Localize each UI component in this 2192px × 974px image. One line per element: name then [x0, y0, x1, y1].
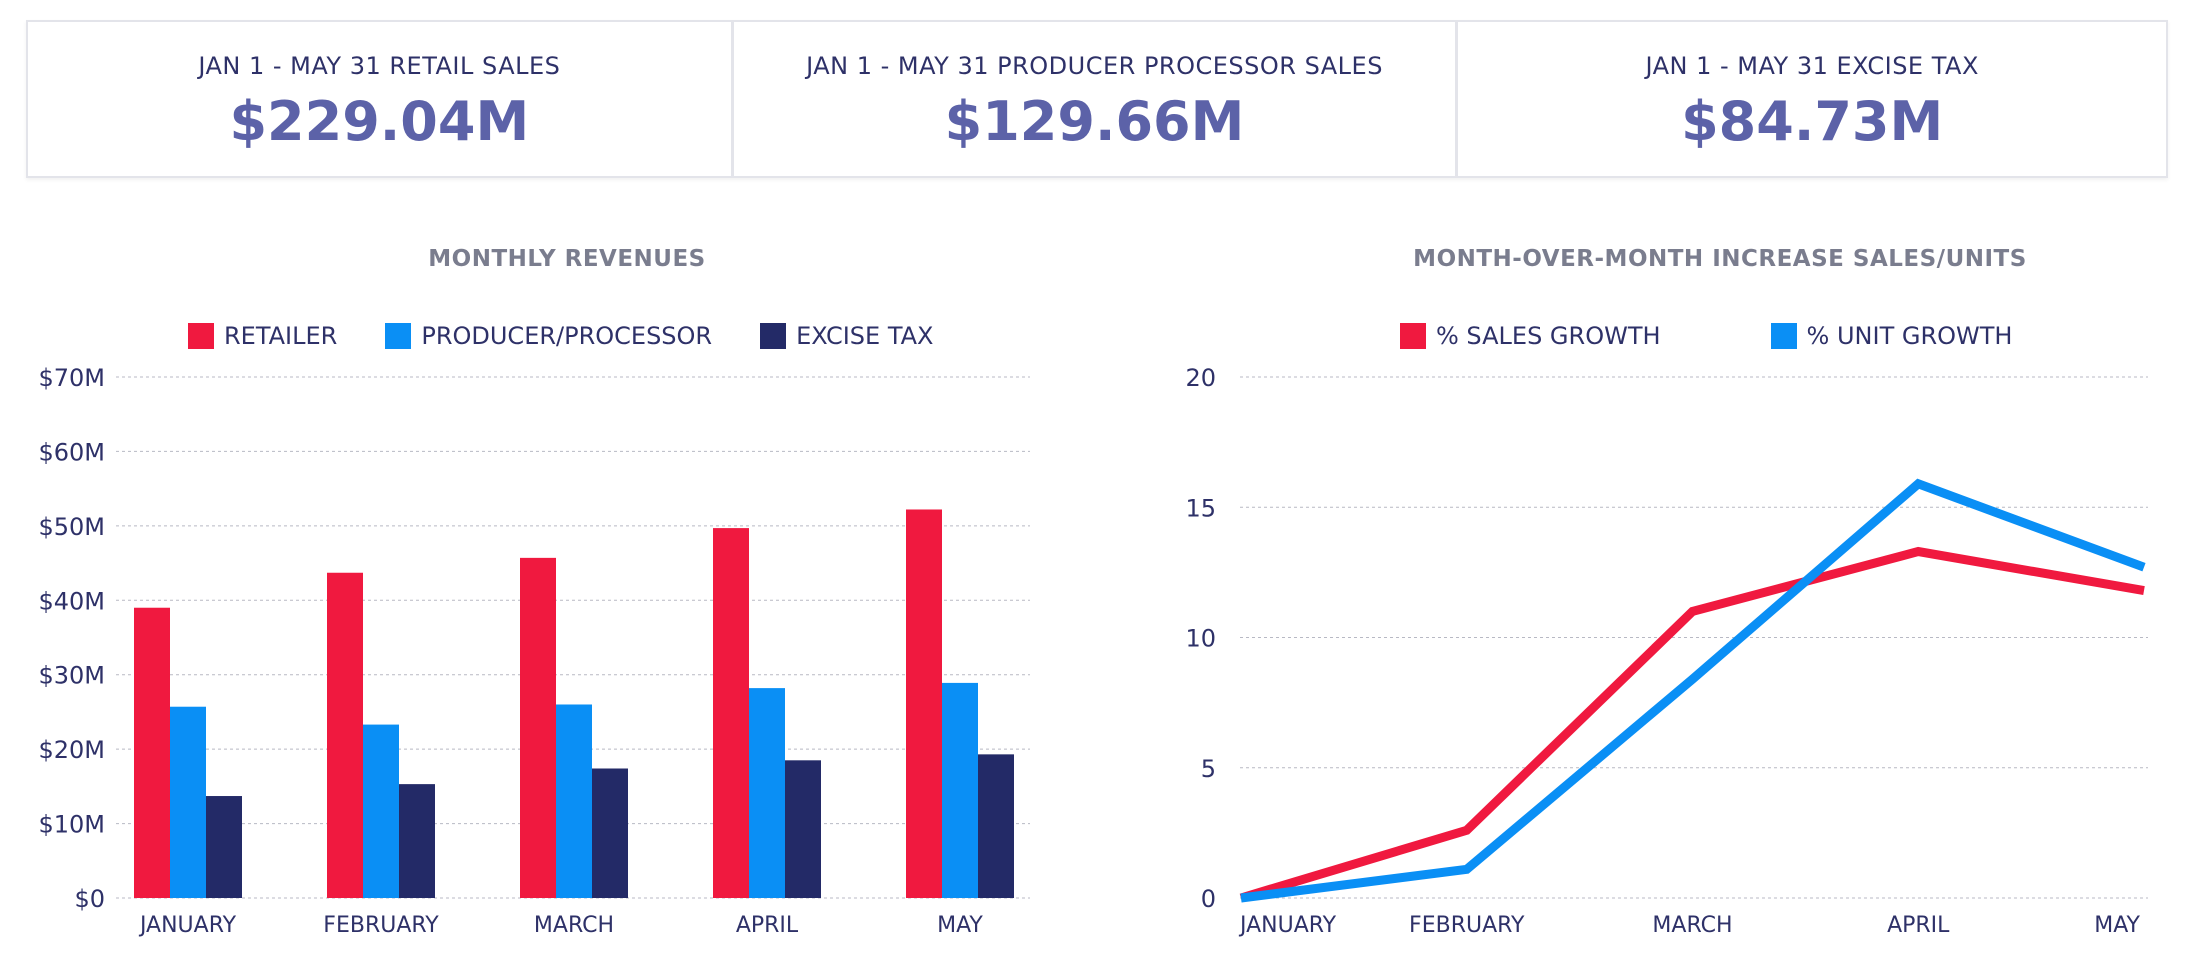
y-tick-label: $60M — [38, 438, 105, 466]
bar — [327, 572, 363, 898]
legend-item-retailer: RETAILER — [188, 322, 337, 350]
line-chart-title: MONTH-OVER-MONTH INCREASE SALES/UNITS — [1413, 246, 2027, 272]
y-tick-label: $20M — [38, 736, 105, 764]
legend-item-sales-growth: % SALES GROWTH — [1400, 322, 1661, 350]
bar — [713, 528, 749, 898]
legend-swatch — [1400, 323, 1426, 349]
x-tick-label: JANUARY — [138, 913, 237, 938]
legend-label: PRODUCER/PROCESSOR — [421, 322, 713, 350]
legend-item-excise-tax: EXCISE TAX — [760, 322, 934, 350]
legend-item-unit-growth: % UNIT GROWTH — [1770, 322, 2013, 350]
x-tick-label: APRIL — [736, 913, 799, 938]
kpi-producer-processor-sales: JAN 1 - MAY 31 PRODUCER PROCESSOR SALES … — [730, 22, 1456, 176]
x-tick-label: MAY — [2094, 913, 2140, 938]
bar — [363, 724, 399, 898]
kpi-value: $229.04M — [229, 90, 530, 153]
y-tick-label: 20 — [1185, 364, 1216, 392]
y-tick-label: $70M — [38, 364, 105, 392]
bar — [906, 509, 942, 898]
legend-label: % UNIT GROWTH — [1806, 322, 2013, 350]
y-tick-label: $10M — [38, 811, 105, 839]
x-tick-label: FEBRUARY — [1409, 913, 1525, 938]
x-tick-label: MAY — [937, 913, 983, 938]
kpi-label: JAN 1 - MAY 31 PRODUCER PROCESSOR SALES — [806, 52, 1383, 80]
y-tick-label: 5 — [1201, 755, 1216, 783]
y-tick-label: $0 — [74, 885, 105, 913]
series-line — [1240, 478, 2146, 903]
y-tick-label: 0 — [1201, 885, 1216, 913]
line-chart-legend: % SALES GROWTH % UNIT GROWTH — [1400, 322, 2060, 350]
kpi-value: $129.66M — [944, 90, 1245, 153]
legend-label: RETAILER — [224, 322, 338, 350]
y-tick-label: 10 — [1185, 625, 1216, 653]
kpi-retail-sales: JAN 1 - MAY 31 RETAIL SALES $229.04M — [28, 22, 731, 176]
bar — [134, 607, 170, 898]
x-tick-label: APRIL — [1887, 913, 1950, 938]
kpi-excise-tax: JAN 1 - MAY 31 EXCISE TAX $84.73M — [1455, 22, 2166, 176]
bar-chart-legend: RETAILER PRODUCER/PROCESSOR EXCISE TAX — [188, 322, 982, 350]
x-tick-label: MARCH — [1652, 913, 1732, 938]
y-tick-label: $40M — [38, 587, 105, 615]
y-tick-label: $50M — [38, 513, 105, 541]
series-line — [1239, 546, 2145, 903]
legend-swatch — [188, 323, 214, 349]
legend-swatch — [1770, 323, 1797, 349]
bar — [556, 704, 592, 898]
bar — [785, 760, 821, 898]
kpi-row: JAN 1 - MAY 31 RETAIL SALES $229.04M JAN… — [26, 20, 2168, 178]
legend-swatch — [760, 323, 787, 349]
bar — [592, 768, 628, 898]
x-tick-label: JANUARY — [1238, 913, 1337, 938]
legend-item-producer-processor: PRODUCER/PROCESSOR — [385, 322, 712, 350]
bar — [399, 784, 435, 898]
y-tick-label: 15 — [1185, 494, 1216, 522]
bar — [520, 557, 556, 898]
kpi-value: $84.73M — [1681, 90, 1944, 153]
bar-chart-title: MONTHLY REVENUES — [428, 246, 706, 272]
legend-label: EXCISE TAX — [796, 322, 934, 350]
legend-swatch — [385, 323, 412, 349]
kpi-label: JAN 1 - MAY 31 EXCISE TAX — [1645, 52, 1979, 80]
bar — [206, 796, 242, 898]
legend-label: % SALES GROWTH — [1436, 322, 1661, 350]
bar — [978, 754, 1014, 898]
x-tick-label: FEBRUARY — [323, 913, 439, 938]
y-tick-label: $30M — [38, 662, 105, 690]
x-tick-label: MARCH — [534, 913, 614, 938]
bar — [749, 688, 785, 898]
line-chart: 0 5 10 15 20 JANUARY FEBRUARY MARCH APRIL MAY — [1185, 364, 2148, 938]
bar — [942, 682, 978, 898]
bar-chart: $0 $10M $20M $30M $40M $50M $60M $70M JANUARY FEB… — [38, 364, 1030, 938]
kpi-label: JAN 1 - MAY 31 RETAIL SALES — [198, 52, 561, 80]
bar — [170, 706, 206, 898]
